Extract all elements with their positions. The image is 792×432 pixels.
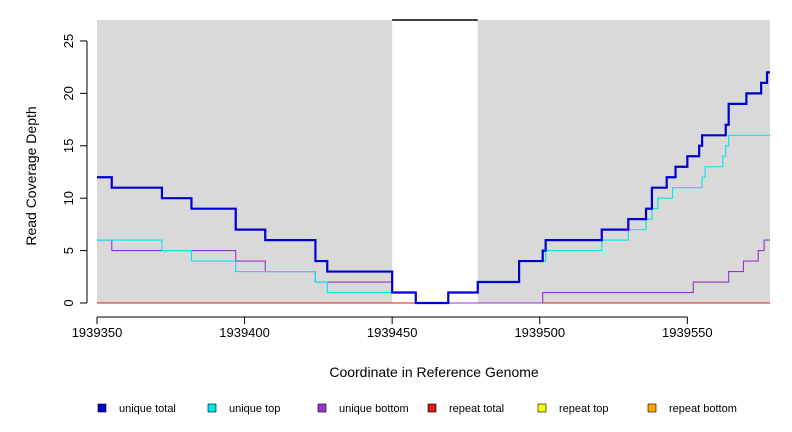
y-tick-label: 25	[61, 34, 76, 48]
legend-label-unique-bottom: unique bottom	[339, 403, 409, 415]
y-tick-label: 15	[61, 139, 76, 153]
y-tick-label: 10	[61, 191, 76, 205]
x-tick-label: 1939550	[662, 325, 713, 340]
series-layer	[97, 71, 770, 305]
x-tick-label: 1939350	[72, 325, 123, 340]
legend-label-repeat-total: repeat total	[449, 403, 504, 415]
legend-label-unique-total: unique total	[119, 403, 176, 415]
legend-label-repeat-top: repeat top	[559, 403, 609, 415]
series-line-unique-total	[97, 71, 770, 305]
legend-label-repeat-bottom: repeat bottom	[669, 403, 737, 415]
y-tick-label: 0	[61, 299, 76, 306]
legend: unique total unique top unique bottom repea…	[97, 403, 737, 415]
legend-swatch-repeat-total	[427, 403, 437, 413]
legend-swatch-unique-total	[97, 403, 107, 413]
x-tick-label: 1939450	[367, 325, 418, 340]
plot-shade-left	[97, 20, 393, 303]
x-tick-label: 1939500	[514, 325, 565, 340]
plot-shade-right	[477, 20, 770, 303]
legend-label-unique-top: unique top	[229, 403, 280, 415]
legend-swatch-unique-bottom	[317, 403, 327, 413]
y-tick-label: 5	[61, 247, 76, 254]
y-axis-title: Read Coverage Depth	[23, 106, 39, 245]
legend-swatch-repeat-bottom	[647, 403, 657, 413]
series-line-unique-bottom	[97, 239, 770, 304]
legend-swatch-unique-top	[207, 403, 217, 413]
y-tick-label: 20	[61, 86, 76, 100]
x-tick-label: 1939400	[219, 325, 270, 340]
plot-background	[97, 19, 770, 303]
x-axis-title: Coordinate in Reference Genome	[329, 364, 539, 380]
legend-swatch-repeat-top	[537, 403, 547, 413]
axes-layer: 1939350 1939400 1939450 1939500 1939550 0 5 10 1…	[61, 34, 713, 340]
